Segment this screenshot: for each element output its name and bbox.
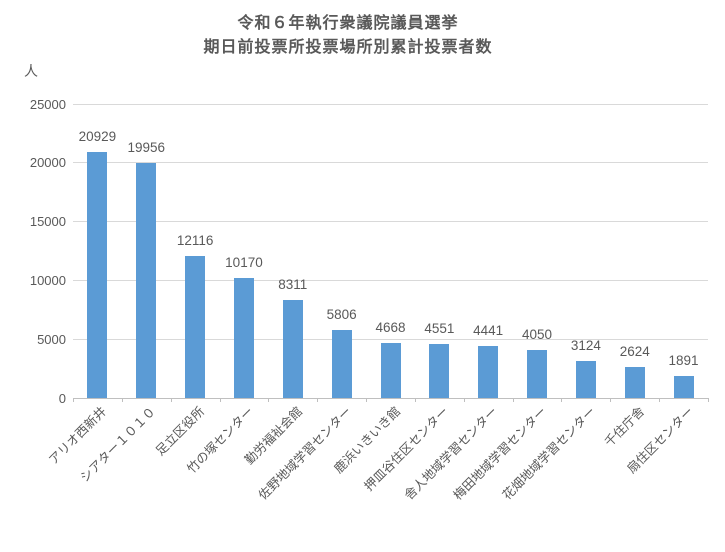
gridline xyxy=(73,338,708,340)
x-axis-tick xyxy=(73,398,74,402)
x-axis-line xyxy=(73,397,708,399)
x-axis-tick xyxy=(463,398,465,402)
bar xyxy=(331,329,352,398)
y-axis-unit-label: 人 xyxy=(24,63,38,79)
x-category-label: 舎人地域学習センター xyxy=(402,404,501,503)
bar-value-label: 10170 xyxy=(225,255,263,271)
x-axis-tick xyxy=(610,398,612,402)
bar-value-label: 4551 xyxy=(424,321,455,337)
chart-title-line-2: 期日前投票所投票場所別累計投票者数 xyxy=(203,39,493,56)
bar-value-label: 4668 xyxy=(375,320,406,336)
x-axis-tick xyxy=(512,398,514,402)
bar xyxy=(380,343,401,398)
bar-value-label: 4050 xyxy=(522,327,553,343)
y-tick-label: 0 xyxy=(58,390,66,406)
x-category-label: 押皿谷住区センター xyxy=(362,404,452,494)
chart-title: 令和６年執行衆議院議員選挙 期日前投票所投票場所別累計投票者数 xyxy=(0,12,696,60)
bar-value-label: 4441 xyxy=(473,322,504,338)
x-axis-tick xyxy=(121,398,123,402)
y-tick-label: 20000 xyxy=(29,155,66,171)
gridline xyxy=(73,162,708,164)
x-axis-tick xyxy=(219,398,221,402)
bar-value-label: 5806 xyxy=(326,306,357,322)
x-category-label: 花畑地域学習センター xyxy=(499,404,599,503)
bar xyxy=(624,367,645,398)
bar xyxy=(233,278,254,398)
x-axis-tick xyxy=(317,398,319,402)
bar xyxy=(429,344,450,398)
bar-value-label: 20929 xyxy=(78,128,117,144)
gridline xyxy=(73,279,708,281)
gridline xyxy=(73,103,708,105)
bar xyxy=(185,255,206,398)
y-tick-label: 10000 xyxy=(29,272,66,288)
gridline xyxy=(73,221,708,223)
x-axis-tick xyxy=(414,398,416,402)
bar xyxy=(87,151,108,398)
bar-value-label: 8311 xyxy=(278,277,308,293)
x-axis-tick xyxy=(366,398,368,402)
x-axis-tick xyxy=(561,398,563,402)
bar xyxy=(575,361,596,398)
y-tick-label: 25000 xyxy=(29,96,66,112)
chart-title-line-1: 令和６年執行衆議院議員選挙 xyxy=(237,15,459,32)
bar xyxy=(673,375,694,398)
x-category-label: 梅田地域学習センター xyxy=(450,404,550,503)
x-axis-tick xyxy=(708,398,709,402)
x-category-label: 千住庁舎 xyxy=(601,404,647,450)
bar xyxy=(527,350,548,398)
bar xyxy=(478,345,499,398)
y-tick-label: 15000 xyxy=(29,214,66,230)
bar xyxy=(282,300,303,398)
bar-value-label: 19956 xyxy=(127,140,166,156)
bar-value-label: 12116 xyxy=(176,232,214,248)
y-tick-label: 5000 xyxy=(37,331,66,347)
x-axis-tick xyxy=(268,398,270,402)
x-category-label: 佐野地域学習センター xyxy=(255,404,354,503)
bar-value-label: 1891 xyxy=(668,352,699,368)
x-axis-tick xyxy=(659,398,661,402)
bar xyxy=(136,163,157,398)
x-axis-tick xyxy=(170,398,172,402)
bar-value-label: 3124 xyxy=(570,338,601,354)
bar-value-label: 2624 xyxy=(619,344,650,360)
